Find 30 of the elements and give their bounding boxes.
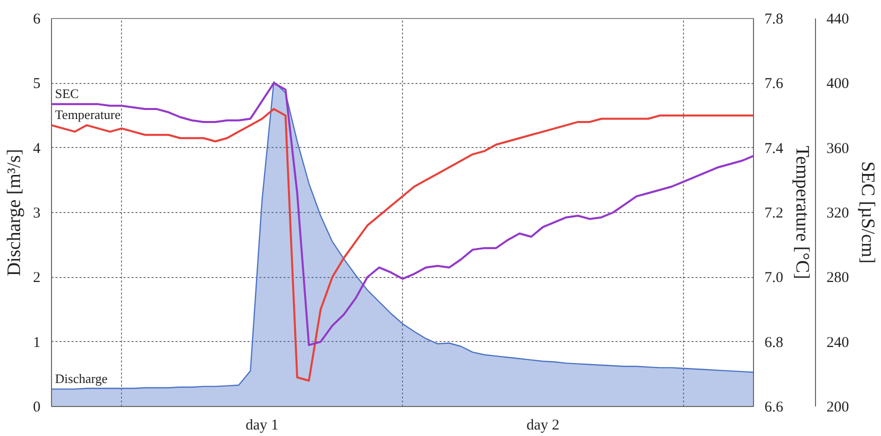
y3-tick-label: 280 bbox=[826, 270, 849, 286]
y2-tick-label: 6.8 bbox=[764, 334, 784, 351]
y3-tick-label: 440 bbox=[826, 12, 849, 28]
y-tick-label: 1 bbox=[33, 334, 40, 351]
x-tick-label: day 1 bbox=[246, 418, 279, 434]
y-tick-label: 4 bbox=[33, 140, 41, 157]
y-axis-title: Discharge [m³/s] bbox=[4, 148, 25, 276]
y2-tick-label: 7.6 bbox=[764, 76, 784, 92]
line-series bbox=[52, 82, 754, 346]
y2-tick-label: 7.0 bbox=[764, 270, 784, 286]
y-tick-label: 5 bbox=[33, 76, 40, 92]
series-label: Temperature bbox=[55, 107, 121, 122]
y2-tick-label: 7.8 bbox=[764, 12, 784, 28]
y-tick-label: 6 bbox=[33, 12, 41, 28]
y3-tick-label: 360 bbox=[826, 140, 849, 157]
x-tick-label: day 2 bbox=[526, 418, 560, 434]
series-label: SEC bbox=[55, 86, 79, 102]
y2-tick-label: 6.6 bbox=[764, 400, 784, 416]
y3-tick-label: 240 bbox=[826, 334, 849, 351]
y2-tick-label: 7.2 bbox=[764, 206, 784, 222]
y3-tick-label: 400 bbox=[826, 76, 849, 92]
y3-tick-label: 320 bbox=[826, 206, 849, 222]
y-tick-label: 3 bbox=[33, 206, 40, 222]
y2-tick-label: 7.4 bbox=[764, 140, 784, 157]
series-label: Discharge bbox=[55, 371, 108, 386]
y-tick-label: 0 bbox=[33, 400, 40, 416]
y-tick-label: 2 bbox=[33, 270, 40, 286]
y3-axis-title: SEC [µS/cm] bbox=[857, 161, 878, 264]
y3-tick-label: 200 bbox=[826, 400, 849, 416]
y2-axis-title: Temperature [°C] bbox=[791, 146, 812, 280]
